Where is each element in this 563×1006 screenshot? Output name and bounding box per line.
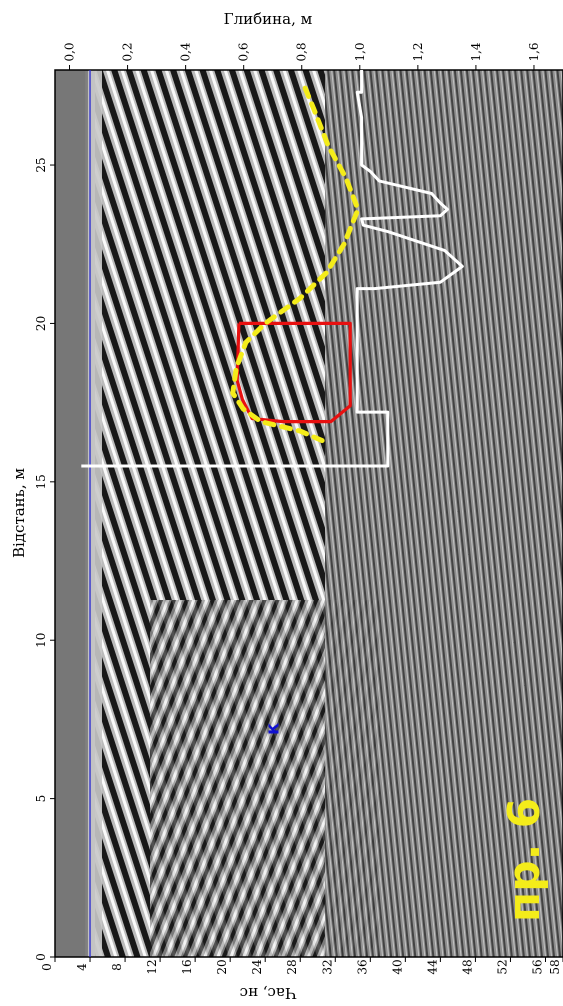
time-tick-label: 32: [320, 959, 334, 974]
time-tick-label: 16: [180, 959, 194, 974]
time-tick-label: 28: [285, 959, 299, 974]
time-tick-label: 56: [530, 959, 544, 974]
distance-tick-label: 25: [34, 157, 48, 172]
distance-tick-label: 15: [34, 474, 48, 489]
depth-tick-label: 0,0: [63, 42, 77, 61]
plot-frame: [54, 69, 563, 958]
depth-tick-label: 1,0: [353, 42, 367, 61]
time-tick-label: 0: [40, 963, 54, 971]
time-tick-label: 52: [495, 959, 509, 974]
time-tick-label: 36: [355, 959, 369, 974]
yellow-dashed-curve: [230, 80, 361, 444]
depth-tick-label: 1,6: [527, 42, 541, 61]
marker-label: к: [262, 723, 283, 735]
depth-axis-title: Глибина, м: [224, 10, 313, 28]
depth-tick-label: 1,2: [411, 42, 425, 61]
time-tick-label: 24: [250, 959, 264, 975]
profile-label: пр. 6: [499, 798, 550, 923]
depth-tick-label: 0,8: [295, 42, 309, 61]
time-tick-label: 12: [145, 959, 159, 974]
time-tick-label: 4: [75, 963, 89, 971]
red-outline: [235, 321, 352, 424]
depth-tick-label: 0,2: [121, 42, 135, 61]
distance-tick-label: 0: [34, 953, 48, 961]
white-trace-line: [81, 70, 464, 468]
time-tick-label: 20: [215, 959, 229, 974]
time-tick-label: 44: [425, 959, 439, 975]
radargram-image: [55, 70, 563, 957]
distance-tick-label: 10: [34, 633, 48, 648]
time-tick-label: 8: [110, 963, 124, 971]
depth-tick-label: 0,4: [179, 42, 193, 61]
distance-tick-label: 5: [34, 795, 48, 803]
time-tick-label: 58: [548, 959, 562, 974]
depth-tick-label: 1,4: [469, 42, 483, 61]
time-tick-label: 48: [460, 959, 474, 974]
depth-tick-label: 0,6: [237, 42, 251, 61]
time-axis-title: Час, нс: [240, 984, 297, 1002]
time-tick-label: 40: [390, 959, 404, 974]
distance-tick-label: 20: [34, 316, 48, 331]
distance-axis-title: Відстань, м: [10, 468, 28, 558]
